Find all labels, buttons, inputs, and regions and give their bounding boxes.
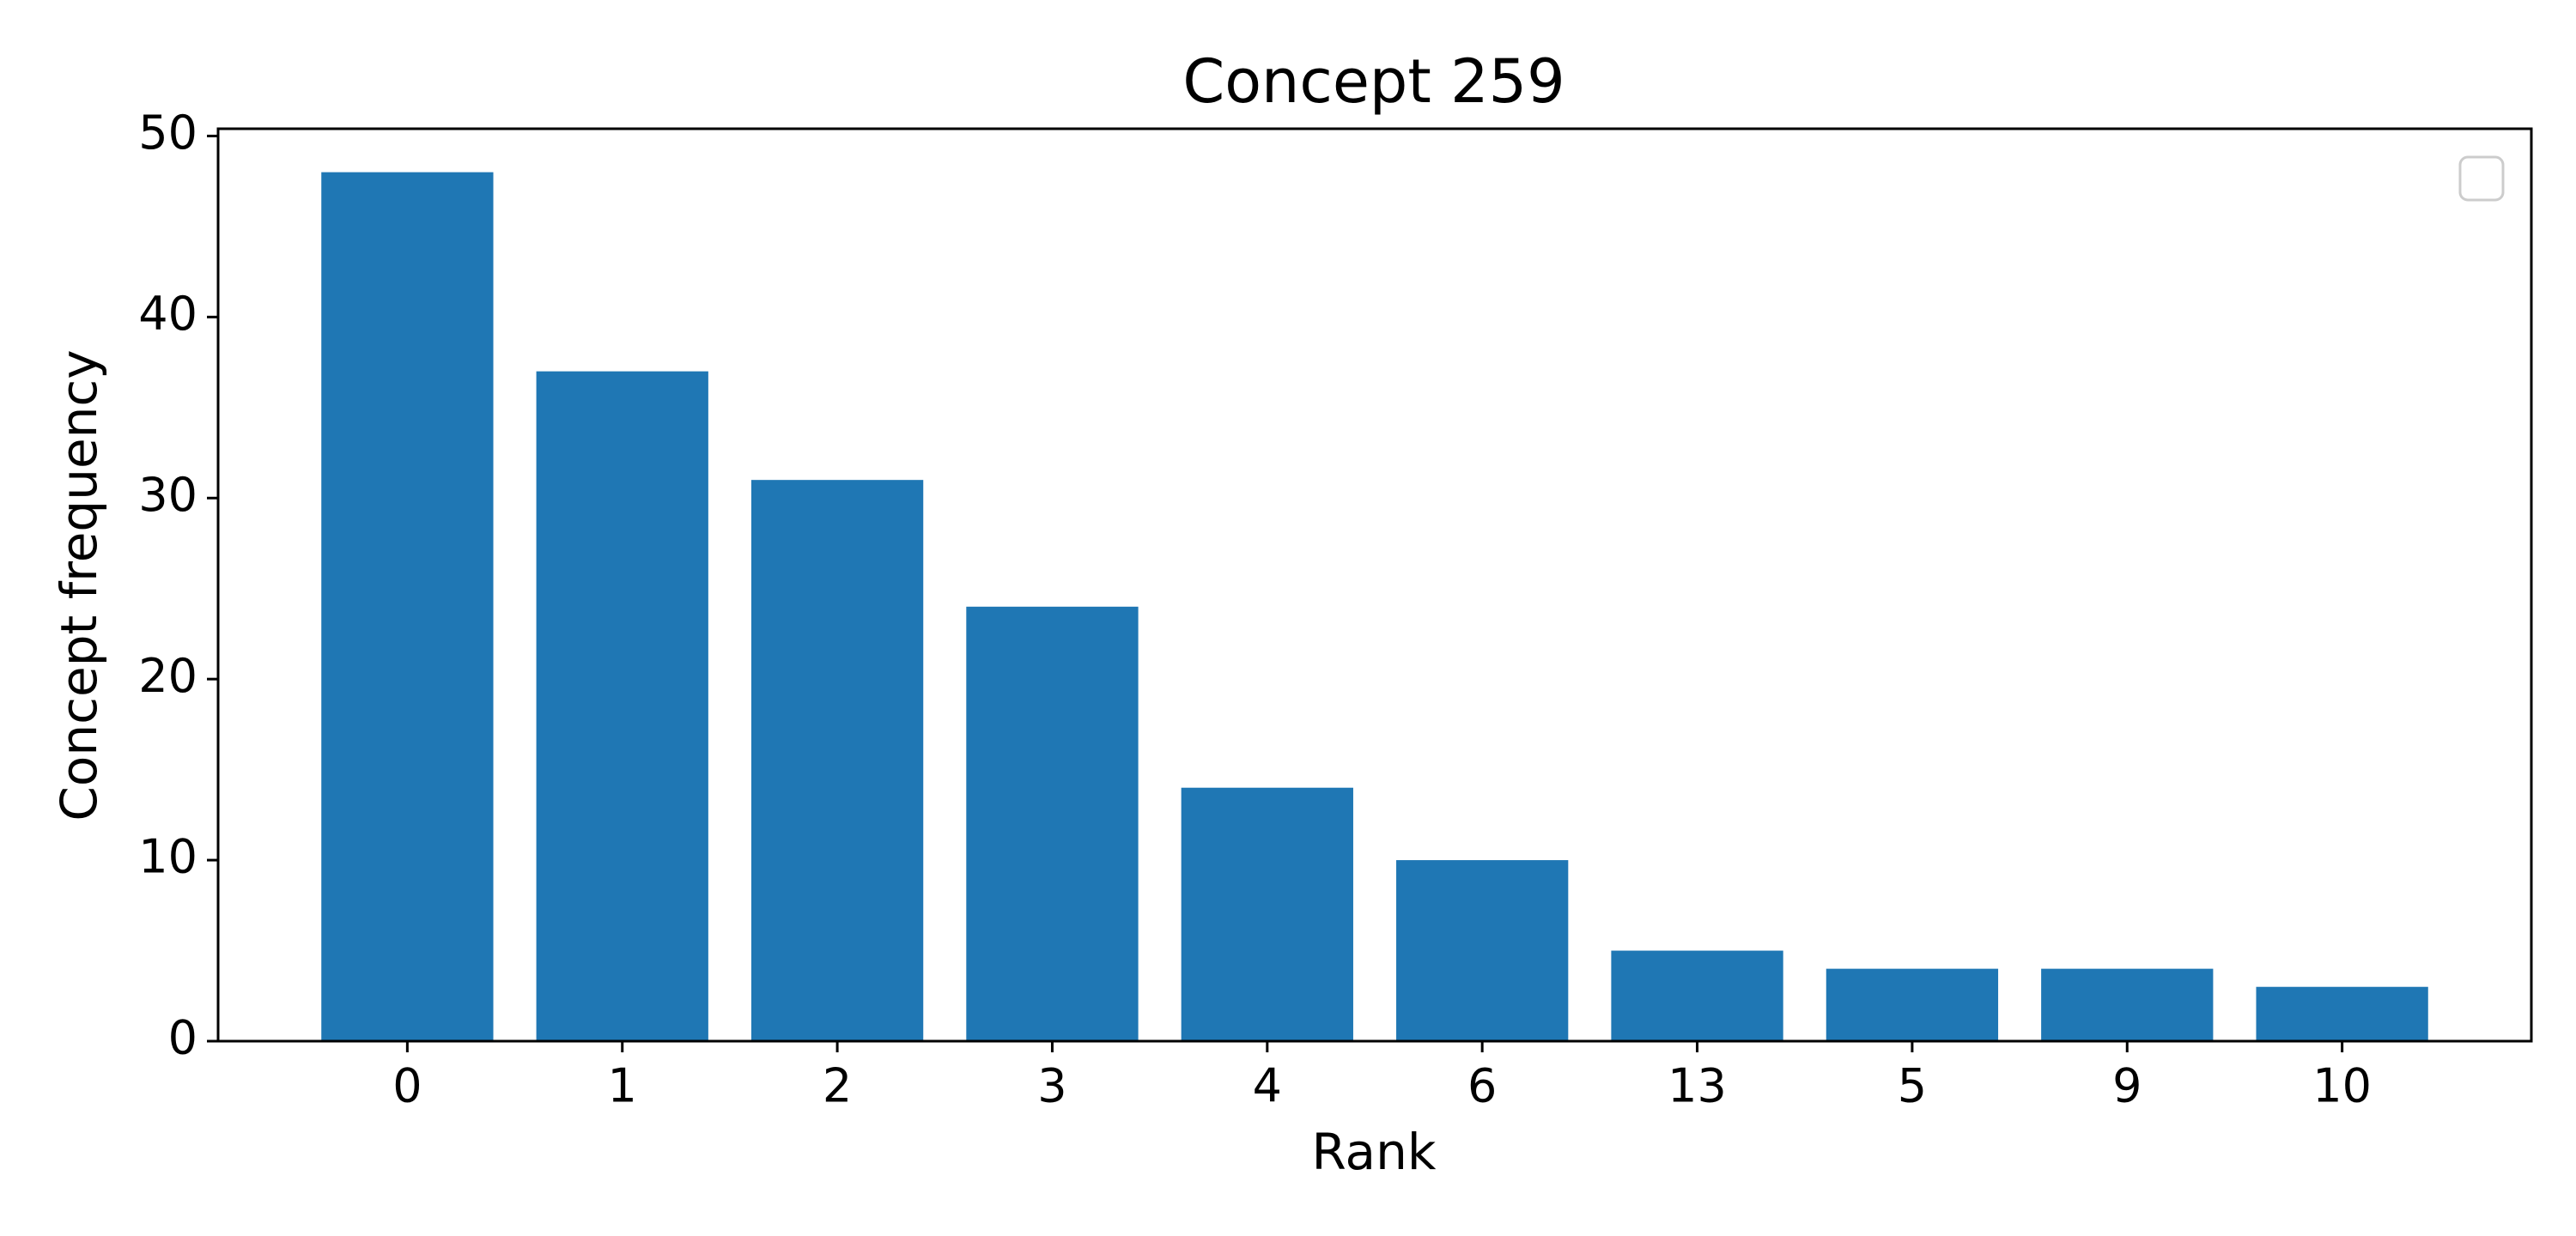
y-tick-label: 10 [138,830,197,884]
x-tick-label: 4 [1253,1059,1282,1113]
x-tick-label: 9 [2112,1059,2142,1113]
x-tick-label: 13 [1668,1059,1727,1113]
bar [966,606,1139,1041]
y-tick-label: 50 [138,106,197,160]
bar [2041,968,2214,1041]
legend-box [2458,155,2505,202]
x-tick-label: 10 [2312,1059,2372,1113]
bar [1181,787,1353,1041]
axes-frame [216,127,2533,1043]
bar [1826,968,1999,1041]
y-axis-label: Concept frequency [50,349,108,821]
bar [1611,950,1783,1041]
x-tick-label: 6 [1467,1059,1497,1113]
y-tick-label: 20 [138,649,197,703]
bar [2256,986,2428,1041]
bar [750,480,924,1041]
y-tick-label: 40 [138,287,197,341]
x-tick-label: 1 [608,1059,637,1113]
x-axis-label: Rank [1312,1123,1437,1181]
x-tick-label: 5 [1898,1059,1927,1113]
bar [536,371,708,1041]
bar [1396,860,1569,1041]
y-tick-label: 0 [168,1011,197,1065]
x-tick-label: 0 [392,1059,422,1113]
chart-title: Concept 259 [1182,46,1564,117]
x-tick-label: 3 [1037,1059,1066,1113]
y-tick-label: 30 [138,468,197,522]
x-tick-label: 2 [823,1059,852,1113]
bar [321,172,494,1042]
